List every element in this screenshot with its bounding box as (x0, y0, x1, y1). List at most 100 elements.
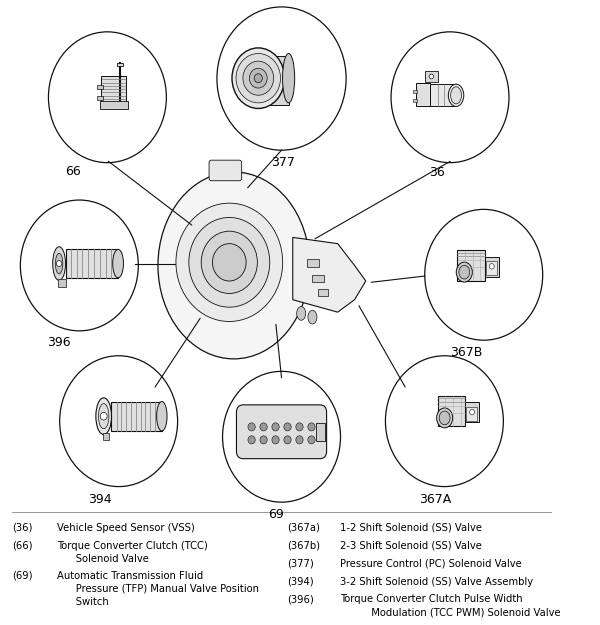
Circle shape (248, 436, 255, 444)
Ellipse shape (437, 408, 452, 428)
Ellipse shape (96, 398, 112, 434)
Text: 1-2 Shift Solenoid (SS) Valve: 1-2 Shift Solenoid (SS) Valve (340, 522, 482, 532)
Bar (430, 84, 456, 106)
Bar (486, 261, 497, 275)
Circle shape (254, 74, 262, 82)
Circle shape (425, 209, 542, 340)
Text: 394: 394 (88, 492, 112, 506)
Ellipse shape (459, 265, 470, 279)
Bar (117, 62, 122, 66)
Text: 367B: 367B (450, 346, 482, 359)
Circle shape (284, 436, 291, 444)
Circle shape (296, 436, 303, 444)
Circle shape (296, 423, 303, 431)
Bar (307, 259, 319, 268)
Text: (367b): (367b) (287, 541, 320, 551)
Bar (97, 85, 103, 89)
Text: (377): (377) (287, 559, 314, 569)
Circle shape (385, 356, 503, 487)
FancyBboxPatch shape (209, 160, 242, 181)
Text: Automatic Transmission Fluid
      Pressure (TFP) Manual Valve Position
      Sw: Automatic Transmission Fluid Pressure (T… (57, 571, 259, 607)
Text: Torque Converter Clutch Pulse Width
          Modulation (TCC PWM) Solenoid Valv: Torque Converter Clutch Pulse Width Modu… (340, 594, 561, 618)
Bar (97, 96, 103, 100)
Circle shape (308, 436, 315, 444)
Ellipse shape (283, 54, 295, 103)
Bar (466, 402, 479, 422)
Circle shape (20, 200, 139, 331)
Bar (66, 249, 118, 278)
Bar (101, 76, 126, 102)
Text: Vehicle Speed Sensor (VSS): Vehicle Speed Sensor (VSS) (57, 522, 194, 532)
Circle shape (212, 244, 246, 281)
Text: 3-2 Shift Solenoid (SS) Valve Assembly: 3-2 Shift Solenoid (SS) Valve Assembly (340, 576, 533, 586)
Bar (112, 401, 162, 431)
Bar (100, 101, 128, 109)
Circle shape (49, 32, 166, 162)
Circle shape (308, 423, 315, 431)
Bar (416, 83, 430, 106)
Bar (318, 289, 328, 296)
Circle shape (429, 74, 434, 79)
Text: 36: 36 (428, 166, 445, 179)
Ellipse shape (53, 247, 65, 281)
Ellipse shape (55, 253, 63, 274)
Circle shape (201, 231, 257, 294)
Text: (367a): (367a) (287, 522, 320, 532)
Ellipse shape (232, 48, 284, 109)
Polygon shape (293, 238, 366, 312)
Bar (466, 407, 477, 421)
Circle shape (189, 217, 270, 307)
Text: 66: 66 (65, 165, 81, 178)
Text: 367A: 367A (419, 492, 451, 506)
Ellipse shape (113, 249, 124, 278)
Circle shape (223, 371, 340, 502)
Bar (485, 257, 499, 277)
Bar (413, 90, 416, 93)
Circle shape (248, 423, 255, 431)
Text: 2-3 Shift Solenoid (SS) Valve: 2-3 Shift Solenoid (SS) Valve (340, 541, 482, 551)
Ellipse shape (296, 306, 305, 320)
Text: 377: 377 (271, 156, 295, 169)
Text: Torque Converter Clutch (TCC)
      Solenoid Valve: Torque Converter Clutch (TCC) Solenoid V… (57, 541, 208, 564)
Text: Pressure Control (PC) Solenoid Valve: Pressure Control (PC) Solenoid Valve (340, 559, 522, 569)
Ellipse shape (308, 310, 317, 324)
Text: 396: 396 (47, 336, 70, 349)
Bar (313, 275, 323, 282)
Ellipse shape (439, 411, 450, 425)
Circle shape (176, 203, 283, 321)
Circle shape (391, 32, 509, 162)
Circle shape (490, 264, 494, 269)
Circle shape (243, 61, 274, 95)
Circle shape (260, 436, 267, 444)
Bar (58, 279, 65, 287)
Circle shape (217, 7, 346, 150)
Ellipse shape (98, 404, 109, 429)
Circle shape (272, 423, 279, 431)
Circle shape (56, 261, 62, 267)
Text: (69): (69) (12, 571, 32, 581)
Text: (36): (36) (12, 522, 32, 532)
Ellipse shape (451, 87, 461, 104)
Circle shape (250, 68, 267, 88)
Bar (457, 250, 485, 281)
Circle shape (272, 436, 279, 444)
Circle shape (470, 409, 475, 415)
Bar (425, 71, 437, 82)
Circle shape (284, 423, 291, 431)
Bar (103, 433, 109, 440)
Text: (396): (396) (287, 594, 314, 604)
Ellipse shape (456, 262, 472, 282)
FancyBboxPatch shape (236, 405, 326, 459)
Text: (394): (394) (287, 576, 314, 586)
Bar (266, 56, 289, 105)
Text: 69: 69 (269, 508, 284, 521)
Text: (66): (66) (12, 541, 32, 551)
Circle shape (100, 412, 107, 420)
Circle shape (59, 356, 178, 487)
Circle shape (236, 54, 281, 103)
Bar (316, 423, 325, 441)
Bar (413, 99, 416, 102)
Ellipse shape (158, 172, 310, 359)
Bar (437, 396, 466, 426)
Circle shape (260, 423, 267, 431)
